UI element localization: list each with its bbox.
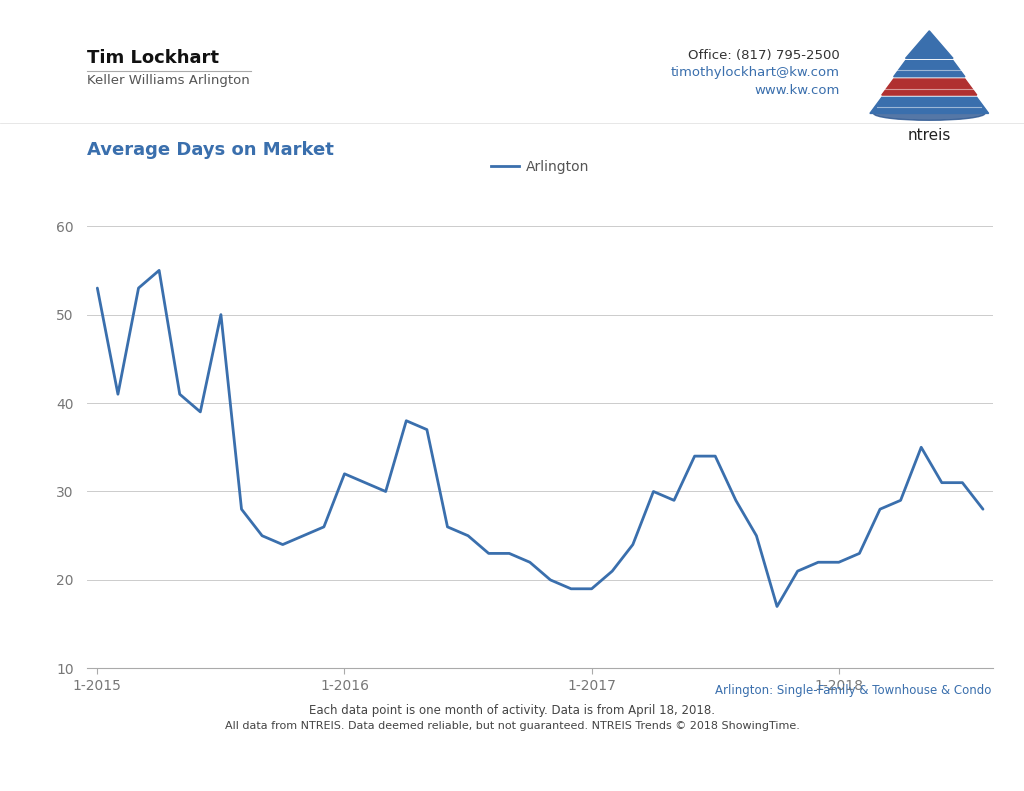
Text: www.kw.com: www.kw.com [755, 84, 840, 97]
Text: Arlington: Single-Family & Townhouse & Condo: Arlington: Single-Family & Townhouse & C… [715, 684, 991, 697]
Ellipse shape [873, 107, 985, 120]
Polygon shape [894, 61, 965, 77]
Text: Tim Lockhart: Tim Lockhart [87, 49, 219, 67]
Text: timothylockhart@kw.com: timothylockhart@kw.com [671, 66, 840, 79]
Text: Each data point is one month of activity. Data is from April 18, 2018.: Each data point is one month of activity… [309, 704, 715, 717]
Text: Average Days on Market: Average Days on Market [87, 141, 334, 159]
Text: All data from NTREIS. Data deemed reliable, but not guaranteed. NTREIS Trends © : All data from NTREIS. Data deemed reliab… [224, 721, 800, 732]
Text: ntreis: ntreis [907, 128, 951, 143]
Text: Office: (817) 795-2500: Office: (817) 795-2500 [688, 49, 840, 62]
Polygon shape [882, 79, 977, 95]
Polygon shape [905, 31, 953, 59]
Text: Keller Williams Arlington: Keller Williams Arlington [87, 74, 250, 87]
Polygon shape [869, 97, 989, 113]
Legend: Arlington: Arlington [485, 155, 595, 180]
